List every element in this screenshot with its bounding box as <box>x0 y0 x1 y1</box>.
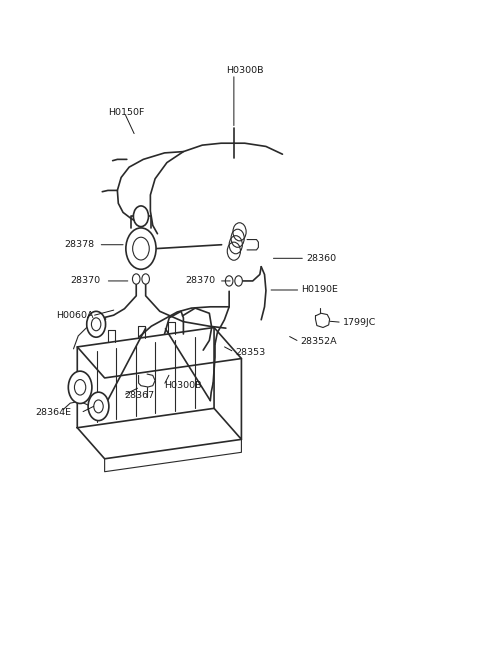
Text: 28352A: 28352A <box>300 337 337 346</box>
Circle shape <box>126 228 156 269</box>
Text: H0300B: H0300B <box>226 66 264 75</box>
Text: H0190E: H0190E <box>301 286 338 295</box>
Circle shape <box>142 274 149 284</box>
Circle shape <box>68 371 92 403</box>
Circle shape <box>88 392 109 421</box>
Text: H0300B: H0300B <box>165 381 202 390</box>
Text: 28367: 28367 <box>124 391 155 400</box>
Text: 1799JC: 1799JC <box>343 318 376 327</box>
Text: 28378: 28378 <box>64 240 95 249</box>
Circle shape <box>133 206 148 227</box>
Text: 28370: 28370 <box>186 276 216 286</box>
Text: H0060A: H0060A <box>56 311 94 320</box>
Text: 28360: 28360 <box>306 253 336 263</box>
Circle shape <box>87 311 106 337</box>
Text: H0150F: H0150F <box>108 108 144 117</box>
Circle shape <box>132 274 140 284</box>
Text: 28353: 28353 <box>235 348 265 356</box>
Circle shape <box>235 276 242 286</box>
Text: 28364E: 28364E <box>35 408 71 417</box>
Circle shape <box>226 276 233 286</box>
Text: 28370: 28370 <box>70 276 100 286</box>
